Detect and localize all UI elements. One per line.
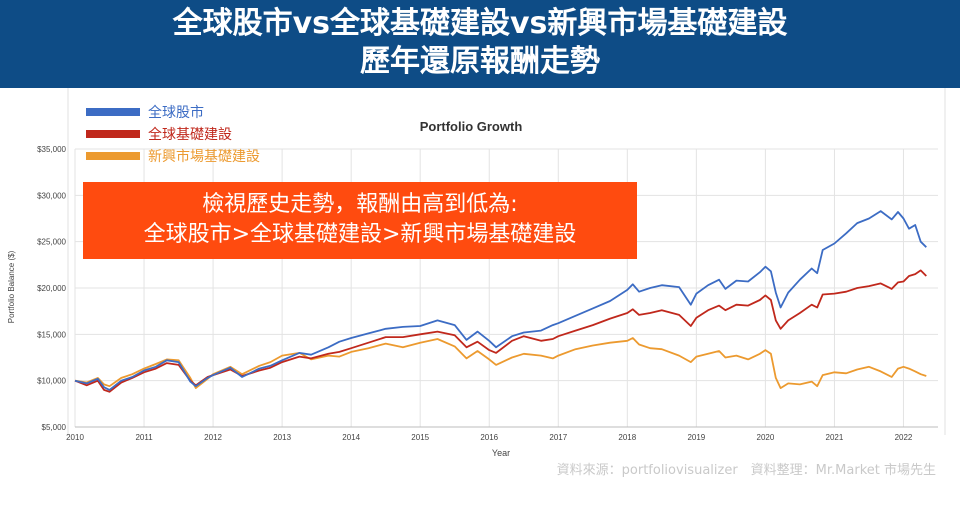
y-tick-label: $25,000 — [37, 238, 66, 247]
x-tick-label: 2020 — [757, 433, 775, 442]
x-tick-label: 2012 — [204, 433, 222, 442]
x-tick-label: 2010 — [66, 433, 84, 442]
chart-area: $5,000 $10,000 $15,000 $20,000 $25,000 $30,00… — [0, 88, 960, 502]
title-banner: 全球股市vs全球基礎建設vs新興市場基礎建設 歷年還原報酬走勢 — [0, 0, 960, 88]
legend-swatch — [86, 130, 140, 138]
x-tick-label: 2017 — [549, 433, 567, 442]
callout-line-1: 檢視歷史走勢，報酬由高到低為: — [202, 192, 518, 217]
y-tick-label: $20,000 — [37, 284, 66, 293]
legend-label: 全球股市 — [148, 105, 204, 121]
legend-label: 新興市場基礎建設 — [148, 149, 260, 165]
y-axis-label: Portfolio Balance ($) — [7, 250, 16, 323]
x-tick-label: 2013 — [273, 433, 291, 442]
legend-label: 全球基礎建設 — [148, 127, 232, 143]
chart-legend: 全球股市 全球基礎建設 新興市場基礎建設 — [86, 101, 260, 167]
legend-swatch — [86, 108, 140, 116]
x-axis-label: Year — [492, 448, 510, 458]
x-tick-label: 2014 — [342, 433, 360, 442]
x-tick-label: 2021 — [826, 433, 844, 442]
source-note: 資料來源：portfoliovisualizer 資料整理：Mr.Market … — [556, 463, 936, 478]
y-tick-label: $10,000 — [37, 377, 66, 386]
portfolio-growth-chart: $5,000 $10,000 $15,000 $20,000 $25,000 $30,00… — [0, 88, 960, 502]
x-tick-label: 2018 — [618, 433, 636, 442]
y-tick-label: $5,000 — [42, 423, 67, 432]
series-line-global-stock — [74, 210, 927, 391]
x-tick-label: 2015 — [411, 433, 429, 442]
chart-title: Portfolio Growth — [420, 119, 523, 134]
x-tick-label: 2022 — [895, 433, 913, 442]
legend-item-global-infra: 全球基礎建設 — [86, 123, 260, 145]
x-tick-label: 2011 — [135, 433, 153, 442]
page-title: 全球股市vs全球基礎建設vs新興市場基礎建設 — [172, 6, 788, 41]
y-tick-label: $35,000 — [37, 145, 66, 154]
x-tick-label: 2019 — [687, 433, 705, 442]
legend-swatch — [86, 152, 140, 160]
page-subtitle: 歷年還原報酬走勢 — [360, 44, 600, 79]
x-tick-label: 2016 — [480, 433, 498, 442]
callout-box: 檢視歷史走勢，報酬由高到低為: 全球股市>全球基礎建設>新興市場基礎建設 — [83, 182, 637, 259]
y-tick-label: $30,000 — [37, 191, 66, 200]
y-tick-label: $15,000 — [37, 330, 66, 339]
legend-item-global-stock: 全球股市 — [86, 101, 260, 123]
callout-line-2: 全球股市>全球基礎建設>新興市場基礎建設 — [143, 222, 577, 247]
legend-item-em-infra: 新興市場基礎建設 — [86, 145, 260, 167]
